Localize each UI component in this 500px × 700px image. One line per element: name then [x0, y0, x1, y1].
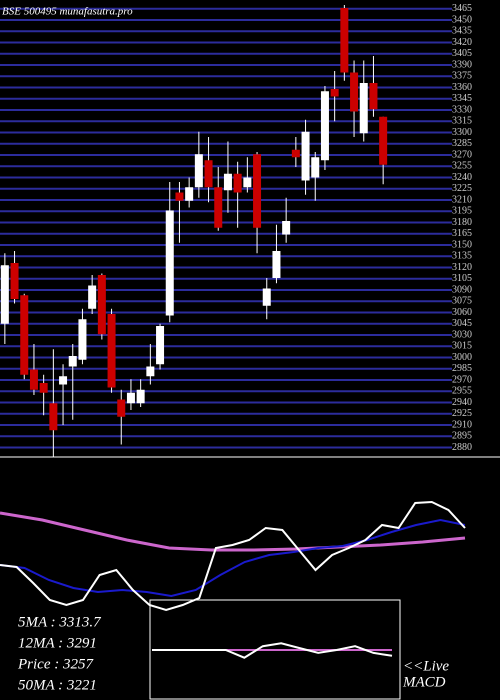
candle-body	[369, 83, 378, 110]
y-tick-label: 2895	[452, 431, 472, 442]
candle-body	[49, 403, 58, 431]
y-tick-label: 3105	[452, 273, 472, 284]
y-tick-label: 3270	[452, 149, 472, 160]
candle-body	[10, 263, 19, 299]
y-tick-label: 3000	[452, 352, 472, 363]
y-tick-label: 3375	[452, 71, 472, 82]
candle-body	[223, 173, 232, 191]
y-tick-label: 3405	[452, 48, 472, 59]
candle-body	[272, 251, 281, 278]
ma-label: Price : 3257	[17, 656, 94, 672]
y-tick-label: 3150	[452, 239, 472, 250]
y-tick-label: 2970	[452, 374, 472, 385]
y-tick-label: 3075	[452, 296, 472, 307]
candle-body	[29, 369, 38, 390]
y-tick-label: 2940	[452, 397, 472, 408]
candle-body	[379, 116, 388, 165]
y-tick-label: 3420	[452, 37, 472, 48]
candle-body	[146, 366, 155, 377]
y-tick-label: 3240	[452, 172, 472, 183]
y-tick-label: 3015	[452, 341, 472, 352]
candle-body	[194, 154, 203, 188]
candle-body	[0, 265, 9, 324]
y-tick-label: 3285	[452, 138, 472, 149]
indicator-line	[0, 500, 466, 612]
y-tick-label: 3435	[452, 26, 472, 37]
y-tick-label: 3210	[452, 194, 472, 205]
candle-body	[78, 319, 87, 360]
candle-body	[136, 389, 145, 404]
y-tick-label: 2880	[452, 442, 472, 453]
candle-body	[175, 192, 184, 201]
candle-body	[253, 154, 262, 228]
indicator-line	[0, 518, 466, 598]
candle-body	[117, 399, 126, 417]
candle-body	[39, 383, 48, 393]
candle-body	[311, 157, 320, 178]
candle-body	[320, 91, 329, 161]
candle-body	[282, 221, 291, 235]
y-tick-label: 3060	[452, 307, 472, 318]
candle-body	[330, 89, 339, 97]
candle-body	[233, 173, 242, 193]
y-tick-label: 3315	[452, 116, 472, 127]
candle-body	[97, 275, 106, 335]
y-tick-label: 3180	[452, 217, 472, 228]
y-tick-label: 3450	[452, 14, 472, 25]
candle-body	[214, 187, 223, 228]
y-tick-label: 2955	[452, 386, 472, 397]
y-tick-label: 3225	[452, 183, 472, 194]
candle-body	[156, 326, 165, 365]
y-tick-label: 2985	[452, 363, 472, 374]
y-tick-label: 3135	[452, 251, 472, 262]
candle-body	[165, 210, 174, 316]
candle-body	[204, 160, 213, 188]
indicator-line	[0, 511, 466, 552]
candle-body	[262, 288, 271, 306]
y-tick-label: 3030	[452, 329, 472, 340]
candle-body	[359, 83, 368, 134]
candle-body	[59, 376, 68, 385]
candle-body	[68, 356, 77, 367]
y-tick-label: 2925	[452, 408, 472, 419]
chart-title: BSE 500495 munafasutra.pro	[2, 6, 133, 18]
candle-body	[126, 392, 135, 404]
y-tick-label: 3345	[452, 93, 472, 104]
y-tick-label: 3330	[452, 104, 472, 115]
ma-label: 50MA : 3221	[18, 677, 97, 693]
macd-label: MACD	[402, 674, 446, 690]
y-tick-label: 3360	[452, 82, 472, 93]
candle-body	[243, 177, 252, 188]
y-tick-label: 2910	[452, 419, 472, 430]
y-tick-label: 3045	[452, 318, 472, 329]
candle-body	[88, 285, 97, 309]
y-tick-label: 3300	[452, 127, 472, 138]
candle-body	[350, 72, 359, 112]
y-tick-label: 3465	[452, 3, 472, 14]
y-tick-label: 3255	[452, 161, 472, 172]
y-tick-label: 3195	[452, 206, 472, 217]
candle-body	[185, 187, 194, 201]
indicator-line	[152, 642, 393, 659]
y-tick-label: 3165	[452, 228, 472, 239]
ma-label: 5MA : 3313.7	[18, 614, 102, 630]
candle-body	[301, 131, 310, 181]
candle-body	[107, 314, 116, 388]
y-tick-label: 3120	[452, 262, 472, 273]
y-tick-label: 3390	[452, 59, 472, 70]
y-tick-label: 3090	[452, 284, 472, 295]
ma-label: 12MA : 3291	[18, 635, 97, 651]
candle-body	[340, 8, 349, 73]
candle-body	[20, 295, 29, 375]
candle-body	[291, 149, 300, 158]
macd-label: <<Live	[403, 658, 449, 674]
